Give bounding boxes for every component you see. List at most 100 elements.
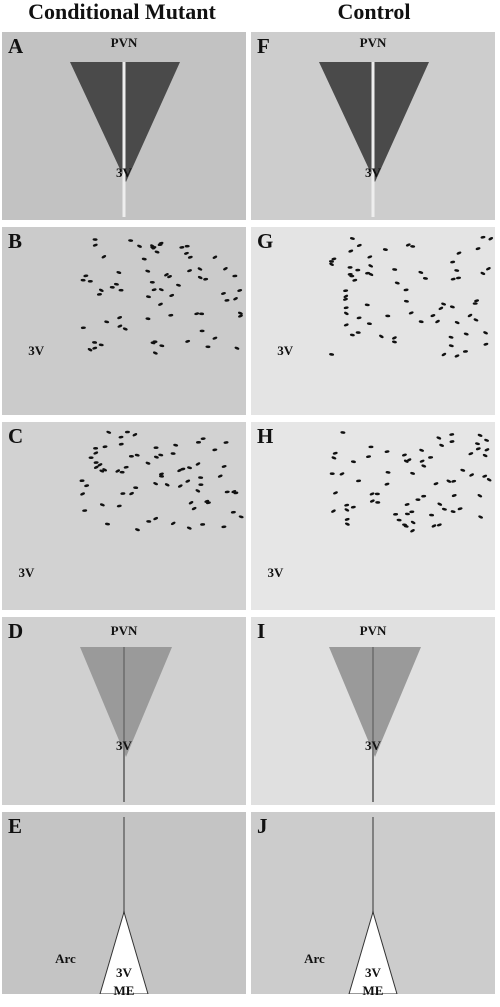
- cell: [402, 453, 407, 457]
- cell: [393, 513, 399, 516]
- panel-label: PVN: [360, 623, 387, 638]
- cell: [153, 517, 159, 521]
- cell: [460, 468, 466, 472]
- cell: [430, 314, 436, 318]
- cell: [151, 288, 157, 292]
- cell: [472, 302, 478, 305]
- cell: [191, 506, 197, 511]
- cell: [204, 499, 210, 503]
- cell: [93, 451, 99, 455]
- cell: [167, 275, 172, 279]
- cell: [80, 492, 85, 496]
- cell: [418, 270, 424, 274]
- cell: [96, 293, 102, 296]
- cell: [106, 430, 112, 434]
- panel-label: Arc: [304, 951, 325, 966]
- cell: [116, 504, 122, 508]
- cell: [349, 237, 355, 240]
- cell: [157, 243, 163, 247]
- cell: [188, 501, 194, 505]
- cell: [197, 275, 203, 280]
- cell: [384, 450, 390, 453]
- panel-label: PVN: [111, 623, 138, 638]
- cell: [180, 467, 186, 471]
- cell: [170, 521, 176, 526]
- cell: [467, 313, 473, 318]
- cell: [98, 343, 104, 347]
- cell: [92, 243, 98, 247]
- cell: [87, 279, 93, 283]
- cell: [238, 314, 243, 318]
- cell: [93, 447, 99, 450]
- panel: G 3V: [251, 227, 495, 415]
- cell: [223, 267, 228, 271]
- cell: [475, 447, 481, 451]
- cell: [115, 469, 121, 473]
- cell: [468, 452, 474, 456]
- cell: [184, 251, 189, 255]
- cell: [394, 281, 400, 285]
- cell: [119, 470, 125, 474]
- tissue-edge: [2, 994, 246, 1000]
- cell: [97, 463, 103, 467]
- cell: [448, 335, 454, 339]
- panel-letter: C: [8, 424, 23, 448]
- cell: [82, 509, 88, 512]
- cell: [221, 525, 227, 529]
- cell: [199, 329, 205, 333]
- cell: [385, 314, 391, 318]
- micrograph: [251, 422, 495, 610]
- cell: [343, 306, 349, 310]
- cell: [146, 520, 152, 523]
- cell: [217, 474, 223, 478]
- cell: [475, 247, 481, 251]
- cell: [368, 272, 374, 276]
- cell: [474, 299, 480, 303]
- cell: [158, 453, 164, 457]
- cell: [462, 350, 468, 353]
- cell: [477, 433, 483, 437]
- cell: [454, 321, 460, 325]
- cell: [486, 478, 492, 482]
- cell: [238, 515, 244, 519]
- cell: [343, 294, 349, 299]
- cell: [134, 453, 140, 457]
- cell: [347, 266, 353, 269]
- cell: [436, 523, 442, 527]
- cell: [480, 271, 486, 275]
- cell: [149, 280, 155, 284]
- cell: [374, 492, 380, 496]
- cell: [439, 443, 444, 447]
- cell: [436, 436, 442, 440]
- panel: E Arc 3V ME: [2, 812, 246, 1000]
- cell: [347, 272, 353, 276]
- cell: [232, 274, 238, 278]
- cell: [145, 317, 151, 321]
- cell: [195, 489, 201, 493]
- cell: [187, 255, 193, 259]
- cell: [392, 268, 398, 271]
- cell: [198, 483, 204, 487]
- cell: [355, 331, 361, 334]
- cell: [80, 326, 86, 330]
- cell: [449, 440, 455, 443]
- pvn-region: [329, 647, 421, 757]
- cell: [118, 288, 124, 292]
- cell: [384, 482, 390, 486]
- cell: [184, 244, 190, 248]
- micrograph: [2, 227, 246, 415]
- cell: [419, 448, 425, 452]
- panel: D PVN 3V: [2, 617, 246, 805]
- cell: [410, 520, 416, 525]
- cell: [433, 482, 439, 486]
- cell: [80, 278, 86, 282]
- cell: [356, 479, 362, 483]
- cell: [224, 299, 230, 302]
- panel-letter: I: [257, 619, 265, 643]
- cell: [159, 344, 165, 348]
- cell: [185, 339, 191, 343]
- cell: [329, 262, 334, 266]
- cell: [348, 249, 354, 253]
- cell: [197, 267, 203, 271]
